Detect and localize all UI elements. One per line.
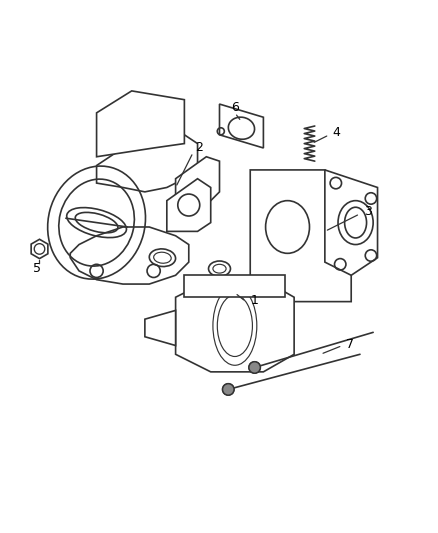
Text: 7: 7 — [345, 338, 353, 351]
Polygon shape — [123, 104, 158, 135]
Circle shape — [222, 384, 233, 395]
Polygon shape — [250, 170, 350, 302]
Text: 3: 3 — [364, 205, 371, 217]
Text: 5: 5 — [33, 262, 41, 275]
Polygon shape — [31, 239, 48, 259]
Text: 4: 4 — [332, 126, 340, 139]
Polygon shape — [158, 108, 171, 143]
Polygon shape — [184, 275, 285, 297]
Polygon shape — [324, 170, 377, 275]
Circle shape — [248, 362, 260, 373]
Polygon shape — [175, 157, 219, 205]
Polygon shape — [175, 280, 293, 372]
Text: 2: 2 — [195, 141, 203, 155]
Polygon shape — [96, 135, 197, 192]
Polygon shape — [131, 100, 145, 135]
Polygon shape — [166, 179, 210, 231]
Polygon shape — [145, 310, 175, 345]
Polygon shape — [96, 91, 184, 157]
Text: 1: 1 — [250, 294, 258, 307]
Polygon shape — [70, 227, 188, 284]
Polygon shape — [219, 104, 263, 148]
Text: 6: 6 — [231, 101, 239, 114]
